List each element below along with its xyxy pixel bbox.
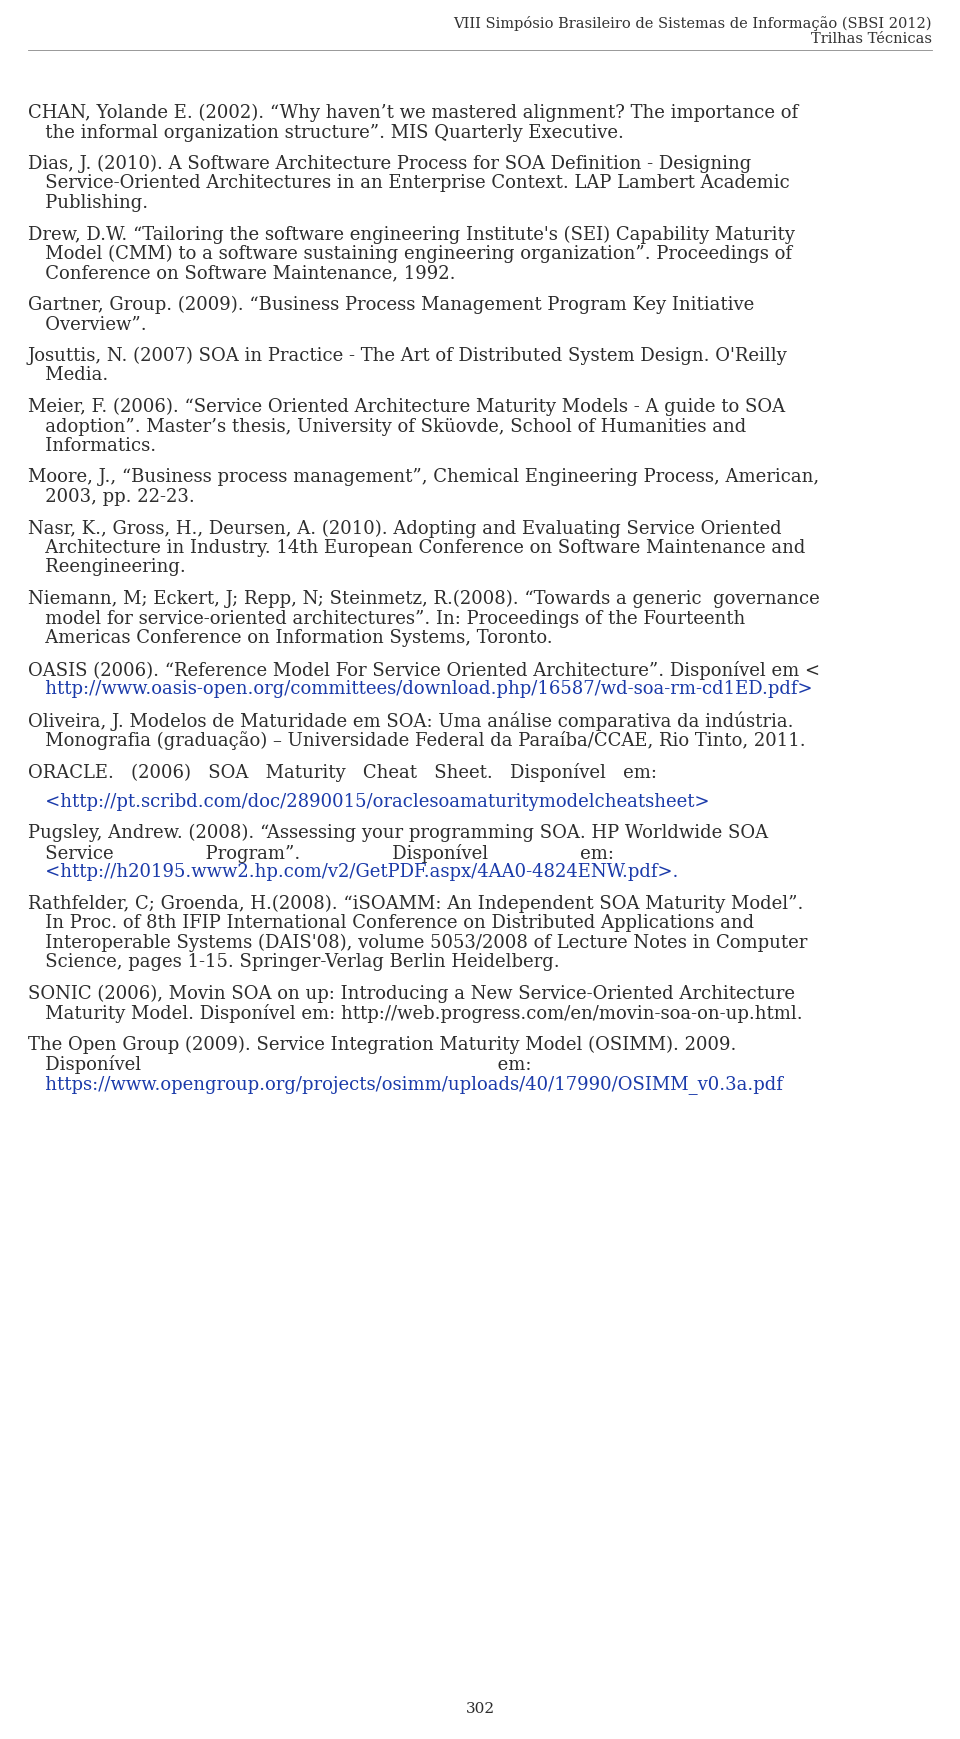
Text: Meier, F. (2006). “Service Oriented Architecture Maturity Models - A guide to SO: Meier, F. (2006). “Service Oriented Arch… bbox=[28, 398, 785, 416]
Text: CHAN, Yolande E. (2002). “Why haven’t we mastered alignment? The importance of: CHAN, Yolande E. (2002). “Why haven’t we… bbox=[28, 104, 798, 122]
Text: Moore, J., “Business process management”, Chemical Engineering Process, American: Moore, J., “Business process management”… bbox=[28, 468, 819, 487]
Text: Dias, J. (2010). A Software Architecture Process for SOA Definition - Designing: Dias, J. (2010). A Software Architecture… bbox=[28, 155, 752, 174]
Text: Trilhas Técnicas: Trilhas Técnicas bbox=[811, 31, 932, 45]
Text: Gartner, Group. (2009). “Business Process Management Program Key Initiative: Gartner, Group. (2009). “Business Proces… bbox=[28, 296, 755, 315]
Text: Service-Oriented Architectures in an Enterprise Context. LAP Lambert Academic: Service-Oriented Architectures in an Ent… bbox=[28, 174, 790, 193]
Text: Americas Conference on Information Systems, Toronto.: Americas Conference on Information Syste… bbox=[28, 630, 553, 647]
Text: Reengineering.: Reengineering. bbox=[28, 558, 185, 577]
Text: Niemann, M; Eckert, J; Repp, N; Steinmetz, R.(2008). “Towards a generic  governa: Niemann, M; Eckert, J; Repp, N; Steinmet… bbox=[28, 590, 820, 609]
Text: Conference on Software Maintenance, 1992.: Conference on Software Maintenance, 1992… bbox=[28, 264, 455, 282]
Text: Drew, D.W. “Tailoring the software engineering Institute's (SEI) Capability Matu: Drew, D.W. “Tailoring the software engin… bbox=[28, 226, 795, 243]
Text: Disponível                                                              em:: Disponível em: bbox=[28, 1056, 532, 1075]
Text: SONIC (2006), Movin SOA on up: Introducing a New Service-Oriented Architecture: SONIC (2006), Movin SOA on up: Introduci… bbox=[28, 984, 795, 1003]
Text: Media.: Media. bbox=[28, 367, 108, 384]
Text: Maturity Model. Disponível em: http://web.progress.com/en/movin-soa-on-up.html.: Maturity Model. Disponível em: http://we… bbox=[28, 1003, 803, 1023]
Text: 302: 302 bbox=[466, 1702, 494, 1716]
Text: Architecture in Industry. 14th European Conference on Software Maintenance and: Architecture in Industry. 14th European … bbox=[28, 539, 805, 556]
Text: Science, pages 1-15. Springer-Verlag Berlin Heidelberg.: Science, pages 1-15. Springer-Verlag Ber… bbox=[28, 953, 560, 970]
Text: the informal organization structure”. MIS Quarterly Executive.: the informal organization structure”. MI… bbox=[28, 123, 624, 141]
Text: model for service-oriented architectures”. In: Proceedings of the Fourteenth: model for service-oriented architectures… bbox=[28, 609, 745, 628]
Text: Monografia (graduação) – Universidade Federal da Paraíba/CCAE, Rio Tinto, 2011.: Monografia (graduação) – Universidade Fe… bbox=[28, 730, 805, 750]
Text: Interoperable Systems (DAIS'08), volume 5053/2008 of Lecture Notes in Computer: Interoperable Systems (DAIS'08), volume … bbox=[28, 934, 807, 951]
Text: Josuttis, N. (2007) SOA in Practice - The Art of Distributed System Design. O'Re: Josuttis, N. (2007) SOA in Practice - Th… bbox=[28, 348, 788, 365]
Text: Rathfelder, C; Groenda, H.(2008). “iSOAMM: An Independent SOA Maturity Model”.: Rathfelder, C; Groenda, H.(2008). “iSOAM… bbox=[28, 896, 804, 913]
Text: http://www.oasis-open.org/committees/download.php/16587/wd-soa-rm-cd1ED.pdf>: http://www.oasis-open.org/committees/dow… bbox=[28, 680, 812, 697]
Text: Service                Program”.                Disponível                em:: Service Program”. Disponível em: bbox=[28, 843, 614, 863]
Text: adoption”. Master’s thesis, University of Sküovde, School of Humanities and: adoption”. Master’s thesis, University o… bbox=[28, 417, 746, 435]
Text: <http://h20195.www2.hp.com/v2/GetPDF.aspx/4AA0-4824ENW.pdf>.: <http://h20195.www2.hp.com/v2/GetPDF.asp… bbox=[28, 863, 679, 882]
Text: Publishing.: Publishing. bbox=[28, 195, 148, 212]
Text: Nasr, K., Gross, H., Deursen, A. (2010). Adopting and Evaluating Service Oriente: Nasr, K., Gross, H., Deursen, A. (2010).… bbox=[28, 520, 781, 537]
Text: https://www.opengroup.org/projects/osimm/uploads/40/17990/OSIMM_v0.3a.pdf: https://www.opengroup.org/projects/osimm… bbox=[28, 1075, 782, 1094]
Text: <http://pt.scribd.com/doc/2890015/oraclesoamaturitymodelcheatsheet>: <http://pt.scribd.com/doc/2890015/oracle… bbox=[28, 793, 709, 810]
Text: OASIS (2006). “Reference Model For Service Oriented Architecture”. Disponível em: OASIS (2006). “Reference Model For Servi… bbox=[28, 661, 820, 680]
Text: Pugsley, Andrew. (2008). “Assessing your programming SOA. HP Worldwide SOA: Pugsley, Andrew. (2008). “Assessing your… bbox=[28, 824, 768, 842]
Text: Overview”.: Overview”. bbox=[28, 315, 147, 334]
Text: The Open Group (2009). Service Integration Maturity Model (OSIMM). 2009.: The Open Group (2009). Service Integrati… bbox=[28, 1036, 736, 1054]
Text: Informatics.: Informatics. bbox=[28, 436, 156, 456]
Text: VIII Simpósio Brasileiro de Sistemas de Informação (SBSI 2012): VIII Simpósio Brasileiro de Sistemas de … bbox=[453, 16, 932, 31]
Text: 2003, pp. 22-23.: 2003, pp. 22-23. bbox=[28, 489, 195, 506]
Text: Model (CMM) to a software sustaining engineering organization”. Proceedings of: Model (CMM) to a software sustaining eng… bbox=[28, 245, 792, 263]
Text: In Proc. of 8th IFIP International Conference on Distributed Applications and: In Proc. of 8th IFIP International Confe… bbox=[28, 915, 755, 932]
Text: Oliveira, J. Modelos de Maturidade em SOA: Uma análise comparativa da indústria.: Oliveira, J. Modelos de Maturidade em SO… bbox=[28, 711, 794, 730]
Text: ORACLE.   (2006)   SOA   Maturity   Cheat   Sheet.   Disponível   em:: ORACLE. (2006) SOA Maturity Cheat Sheet.… bbox=[28, 762, 657, 781]
